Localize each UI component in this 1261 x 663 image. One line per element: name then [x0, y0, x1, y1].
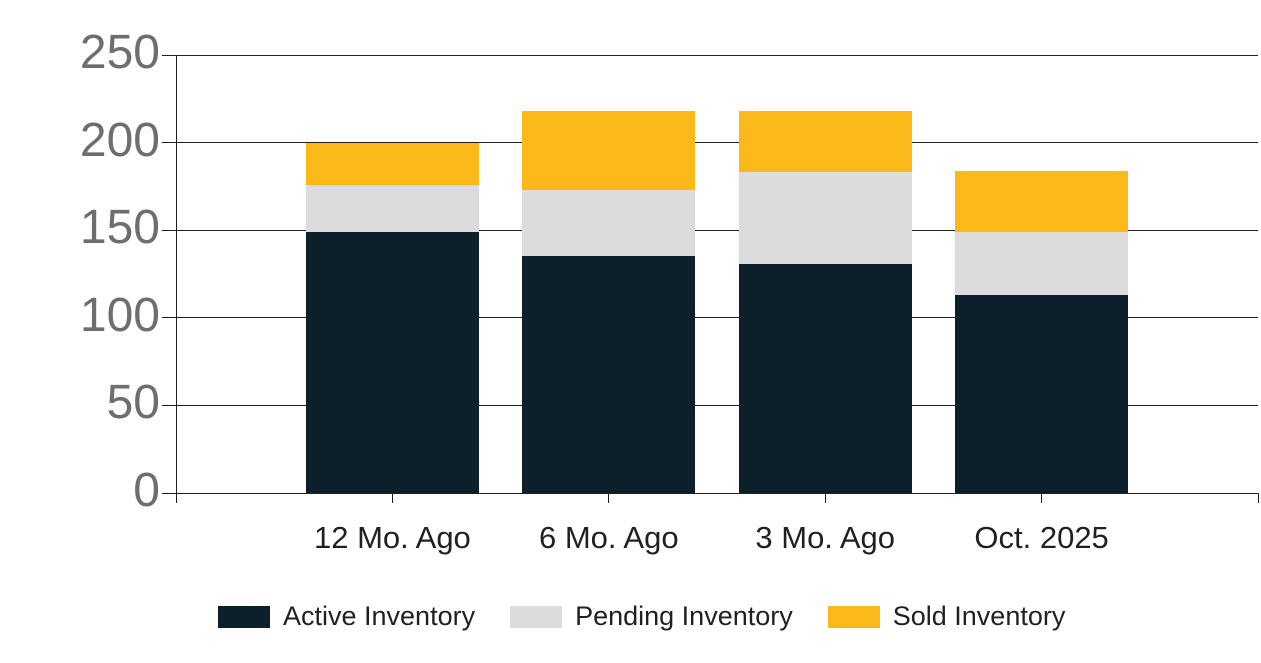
bar-segment-sold-inventory: [305, 142, 479, 185]
legend-label: Sold Inventory: [892, 601, 1066, 631]
plot-area: [162, 54, 1259, 503]
x-tick-label: Oct. 2025: [974, 520, 1109, 555]
legend-item-active-inventory: Active Inventory: [218, 601, 475, 632]
x-tick-label: 3 Mo. Ago: [755, 520, 895, 555]
bar-segment-sold-inventory: [738, 111, 912, 173]
x-axis-tick: [1041, 493, 1043, 503]
legend-label: Active Inventory: [283, 601, 476, 631]
x-axis-tick: [391, 493, 393, 503]
gridline-y-100: [162, 317, 1258, 319]
x-axis-tick: [1257, 493, 1259, 503]
bar-segment-active-inventory: [955, 295, 1129, 493]
legend-item-pending-inventory: Pending Inventory: [510, 601, 793, 632]
gridline-y-50: [162, 404, 1258, 406]
stacked-bar-4: [955, 170, 1129, 493]
x-tick-label: 6 Mo. Ago: [539, 520, 679, 555]
gridline-y-150: [162, 229, 1258, 231]
y-axis-line: [176, 55, 177, 493]
bar-segment-pending-inventory: [305, 184, 479, 232]
y-tick-label: 100: [79, 288, 160, 342]
x-tick-label: 12 Mo. Ago: [313, 520, 471, 555]
legend-item-sold-inventory: Sold Inventory: [827, 601, 1066, 632]
chart-legend: Active Inventory Pending Inventory Sold In…: [218, 601, 1065, 632]
bar-segment-pending-inventory: [738, 172, 912, 264]
gridline-y-250: [162, 54, 1258, 56]
x-axis-tick: [608, 493, 610, 503]
gridline-y-0: [162, 492, 1258, 494]
stacked-bar-2: [522, 111, 696, 493]
x-axis-tick: [175, 493, 177, 503]
bar-segment-active-inventory: [738, 263, 912, 493]
y-tick-label: 200: [79, 113, 160, 167]
bar-segment-sold-inventory: [955, 170, 1129, 232]
y-tick-label: 250: [79, 26, 160, 80]
legend-swatch-icon: [510, 605, 563, 628]
bar-segment-pending-inventory: [955, 231, 1129, 296]
legend-swatch-icon: [218, 605, 270, 628]
gridline-y-200: [162, 142, 1258, 144]
bar-segment-active-inventory: [305, 231, 479, 493]
x-axis-tick: [824, 493, 826, 503]
legend-label: Pending Inventory: [575, 601, 793, 631]
y-tick-label: 150: [79, 201, 160, 255]
y-tick-label: 50: [106, 376, 160, 430]
bar-segment-active-inventory: [522, 256, 696, 493]
bar-segment-sold-inventory: [522, 111, 696, 190]
stacked-bar-1: [305, 142, 479, 493]
stacked-bar-3: [738, 111, 912, 493]
y-tick-label: 0: [133, 464, 160, 518]
legend-swatch-icon: [827, 605, 880, 628]
bar-segment-pending-inventory: [522, 189, 696, 257]
